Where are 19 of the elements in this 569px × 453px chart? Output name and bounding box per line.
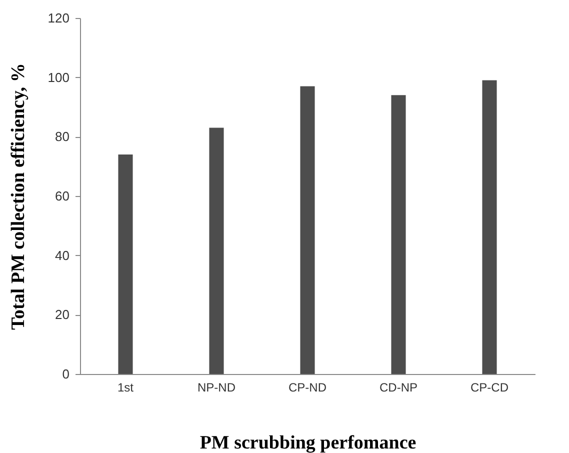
y-tick-label: 60 bbox=[55, 188, 70, 204]
y-tick-label: 80 bbox=[55, 129, 70, 144]
y-tick-label: 0 bbox=[62, 366, 70, 382]
bar bbox=[118, 154, 133, 374]
y-tick-label: 20 bbox=[55, 307, 70, 322]
y-axis-title: Total PM collection efficiency, % bbox=[8, 63, 29, 330]
x-tick-label: 1st bbox=[117, 380, 134, 394]
x-tick-label: NP-ND bbox=[198, 380, 236, 394]
y-tick-label: 120 bbox=[48, 10, 70, 26]
y-tick-label: 100 bbox=[48, 70, 70, 85]
bar bbox=[391, 95, 406, 374]
x-tick-label: CP-ND bbox=[288, 380, 327, 394]
bar bbox=[209, 128, 224, 374]
x-tick-label: CP-CD bbox=[470, 380, 509, 394]
bar bbox=[482, 80, 497, 374]
bar bbox=[300, 86, 315, 374]
x-tick-label: CD-NP bbox=[380, 380, 418, 394]
y-tick-label: 40 bbox=[55, 248, 70, 263]
x-axis-title: PM scrubbing perfomance bbox=[200, 432, 416, 453]
